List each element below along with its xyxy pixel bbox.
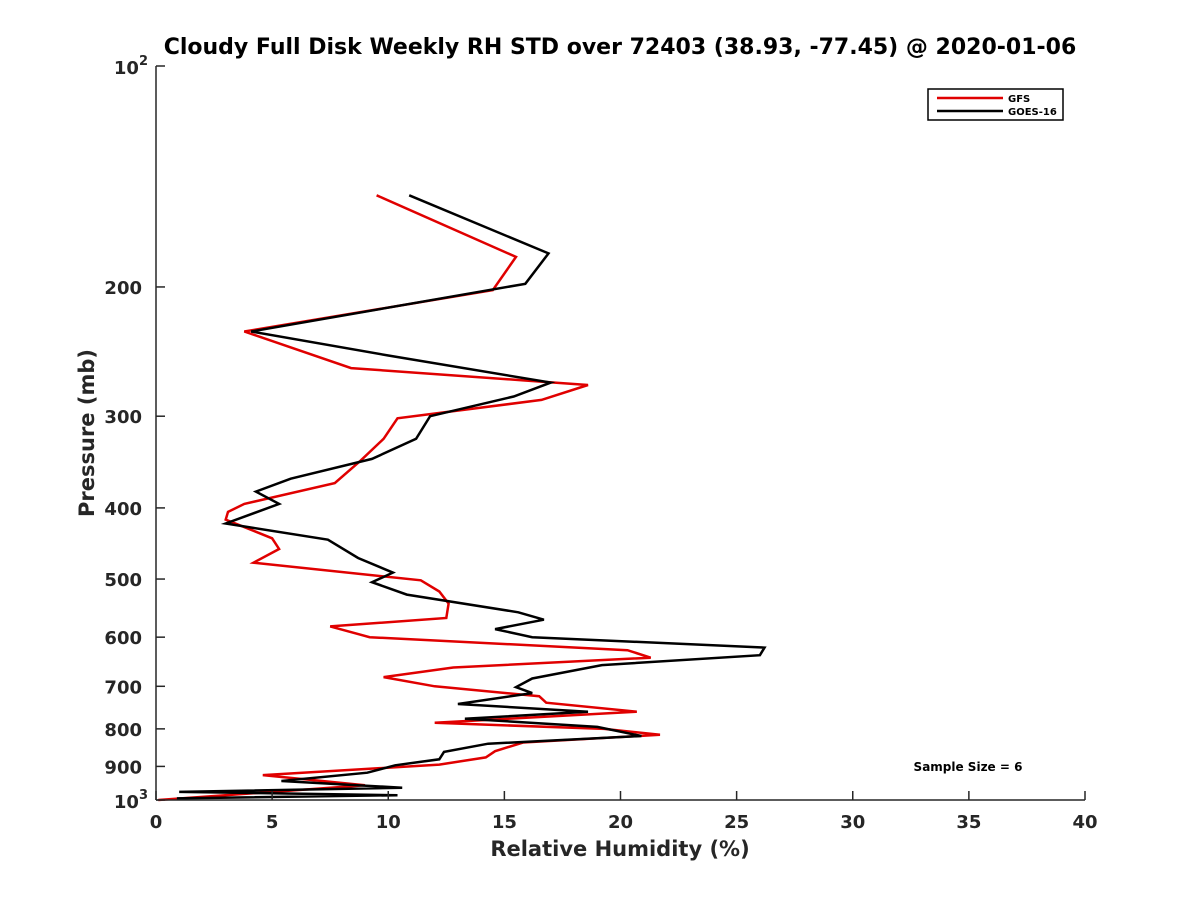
- x-tick-label: 20: [608, 812, 633, 833]
- plot-area: [158, 194, 767, 802]
- series-layer: [158, 194, 767, 802]
- x-tick-label: 25: [724, 812, 749, 833]
- legend-label-gfs: GFS: [1008, 94, 1030, 105]
- y-tick-label: 300: [104, 407, 142, 428]
- legend-label-goes16: GOES-16: [1008, 107, 1057, 118]
- y-axis-label: Pressure (mb): [75, 349, 99, 517]
- y-tick-label: 800: [104, 720, 142, 741]
- x-tick-label: 40: [1072, 812, 1097, 833]
- y-tick-label: 600: [104, 628, 142, 649]
- legend-box: [927, 88, 1064, 121]
- y-tick-label: 102: [114, 54, 148, 79]
- y-tick-label: 700: [104, 677, 142, 698]
- chart-title: Cloudy Full Disk Weekly RH STD over 7240…: [164, 35, 1077, 60]
- sample-size-annotation: Sample Size = 6: [914, 760, 1023, 774]
- series-line-gfs: [158, 194, 661, 802]
- x-tick-label: 15: [492, 812, 517, 833]
- y-tick-label: 900: [104, 757, 142, 778]
- x-tick-label: 0: [150, 812, 163, 833]
- y-tick-label: 500: [104, 570, 142, 591]
- x-tick-label: 30: [840, 812, 865, 833]
- y-tick-label: 103: [114, 788, 148, 813]
- y-tick-label: 200: [104, 278, 142, 299]
- legend: GFS GOES-16: [927, 88, 1064, 121]
- x-tick-label: 10: [376, 812, 401, 833]
- x-tick-label: 5: [266, 812, 279, 833]
- y-tick-label: 400: [104, 499, 142, 520]
- axes: 0 5 10 15 20 25 30 35 40 102 200 300 400 500 600 700 800…: [104, 54, 1097, 833]
- x-tick-label: 35: [956, 812, 981, 833]
- series-line-goes16: [176, 194, 767, 800]
- x-axis-label: Relative Humidity (%): [490, 837, 749, 861]
